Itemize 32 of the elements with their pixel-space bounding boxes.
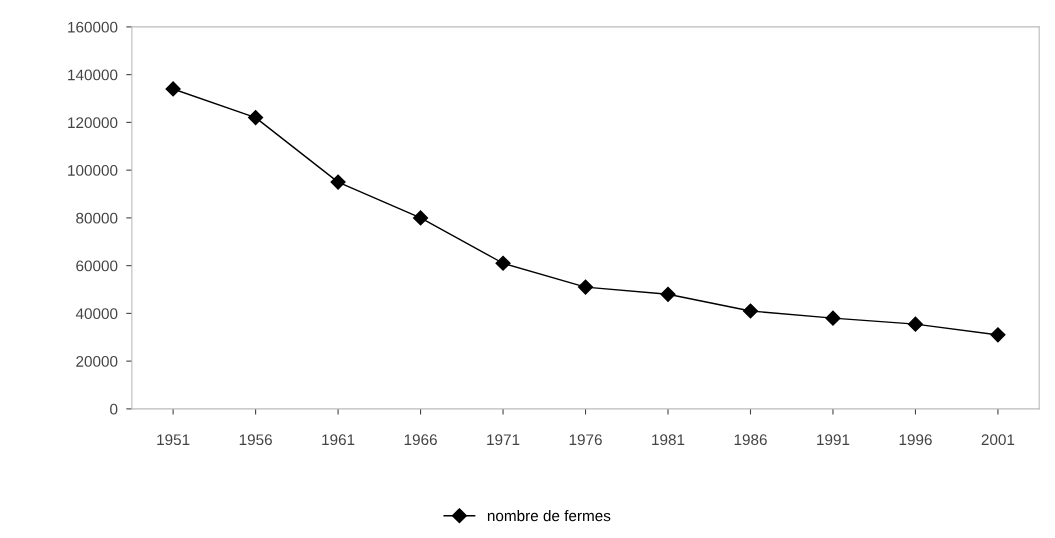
y-tick-label: 140000 bbox=[68, 69, 118, 81]
point bbox=[495, 255, 511, 271]
x-tick-label: 1996 bbox=[899, 434, 932, 446]
y-tick-label: 120000 bbox=[68, 117, 118, 129]
point bbox=[577, 279, 594, 295]
y-tick-label: 0 bbox=[110, 403, 118, 415]
x-tick-label: 1976 bbox=[569, 434, 602, 446]
point bbox=[990, 327, 1006, 343]
x-tick-label: 1991 bbox=[817, 434, 850, 446]
point bbox=[248, 110, 264, 126]
y-tick-label: 100000 bbox=[68, 165, 118, 176]
x-tick-label: 1971 bbox=[487, 434, 520, 446]
point bbox=[330, 174, 346, 190]
x-tick-label: 2001 bbox=[981, 434, 1015, 446]
x-tick-label: 1961 bbox=[322, 434, 355, 446]
point bbox=[825, 310, 841, 326]
y-tick-label: 40000 bbox=[75, 308, 118, 320]
point bbox=[660, 286, 676, 302]
y-tick-label: 160000 bbox=[68, 21, 118, 33]
legend-label: nombre de fermes bbox=[487, 510, 611, 522]
x-tick-label: 1951 bbox=[157, 434, 190, 446]
x-tick-label: 1956 bbox=[239, 434, 272, 446]
point bbox=[412, 210, 429, 226]
point bbox=[165, 81, 181, 97]
x-tick-label: 1981 bbox=[652, 434, 685, 446]
y-tick-label: 60000 bbox=[76, 260, 118, 272]
y-tick-label: 80000 bbox=[76, 212, 118, 224]
point bbox=[742, 303, 759, 319]
x-tick-label: 1986 bbox=[734, 434, 767, 446]
point bbox=[907, 316, 924, 332]
x-tick-label: 1966 bbox=[404, 434, 437, 446]
y-tick-label: 20000 bbox=[76, 356, 118, 367]
